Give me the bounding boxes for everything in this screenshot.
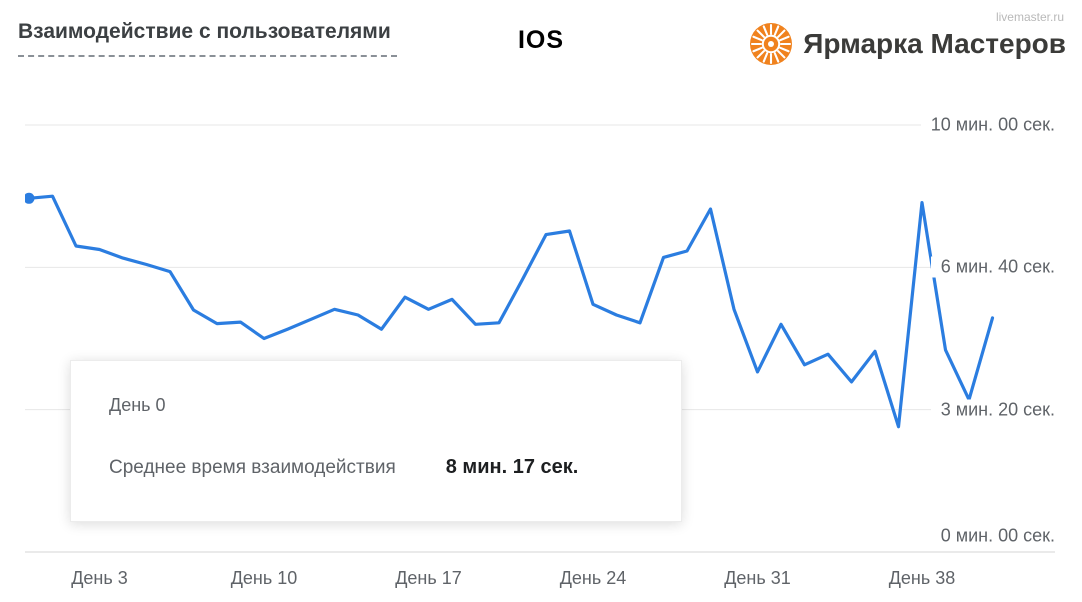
x-tick-label: День 17 xyxy=(395,568,462,588)
brand-logo: Ярмарка Мастеров xyxy=(749,22,1066,66)
x-tick-label: День 38 xyxy=(888,568,956,588)
x-tick-label: День 3 xyxy=(71,568,128,588)
y-tick-label: 10 мин. 00 сек. xyxy=(920,114,1055,136)
brand-sun-icon xyxy=(749,22,793,66)
page-title: Взаимодействие с пользователями xyxy=(18,20,397,57)
x-tick-label: День 10 xyxy=(230,568,298,588)
engagement-series-line[interactable] xyxy=(27,194,995,429)
y-tick-label: 0 мин. 00 сек. xyxy=(930,525,1055,547)
x-tick-label: День 24 xyxy=(559,568,627,588)
x-tick-label: День 31 xyxy=(724,568,791,588)
brand-site-label: livemaster.ru xyxy=(995,10,1064,24)
chart-tooltip: День 0 Среднее время взаимодействия 8 ми… xyxy=(70,360,682,522)
highlighted-point[interactable] xyxy=(25,192,35,204)
platform-label: IOS xyxy=(517,26,565,54)
brand-name: Ярмарка Мастеров xyxy=(803,28,1066,59)
tooltip-metric-value: 8 мин. 17 сек. xyxy=(445,456,579,478)
engagement-line-chart: 10 мин. 00 сек. 6 мин. 40 сек. 3 мин. 20 с… xyxy=(25,97,1055,588)
y-tick-label: 3 мин. 20 сек. xyxy=(930,399,1055,421)
tooltip-day-label: День 0 xyxy=(109,395,166,415)
y-tick-label: 6 мин. 40 сек. xyxy=(930,256,1055,278)
tooltip-metric-label: Среднее время взаимодействия xyxy=(109,457,396,478)
